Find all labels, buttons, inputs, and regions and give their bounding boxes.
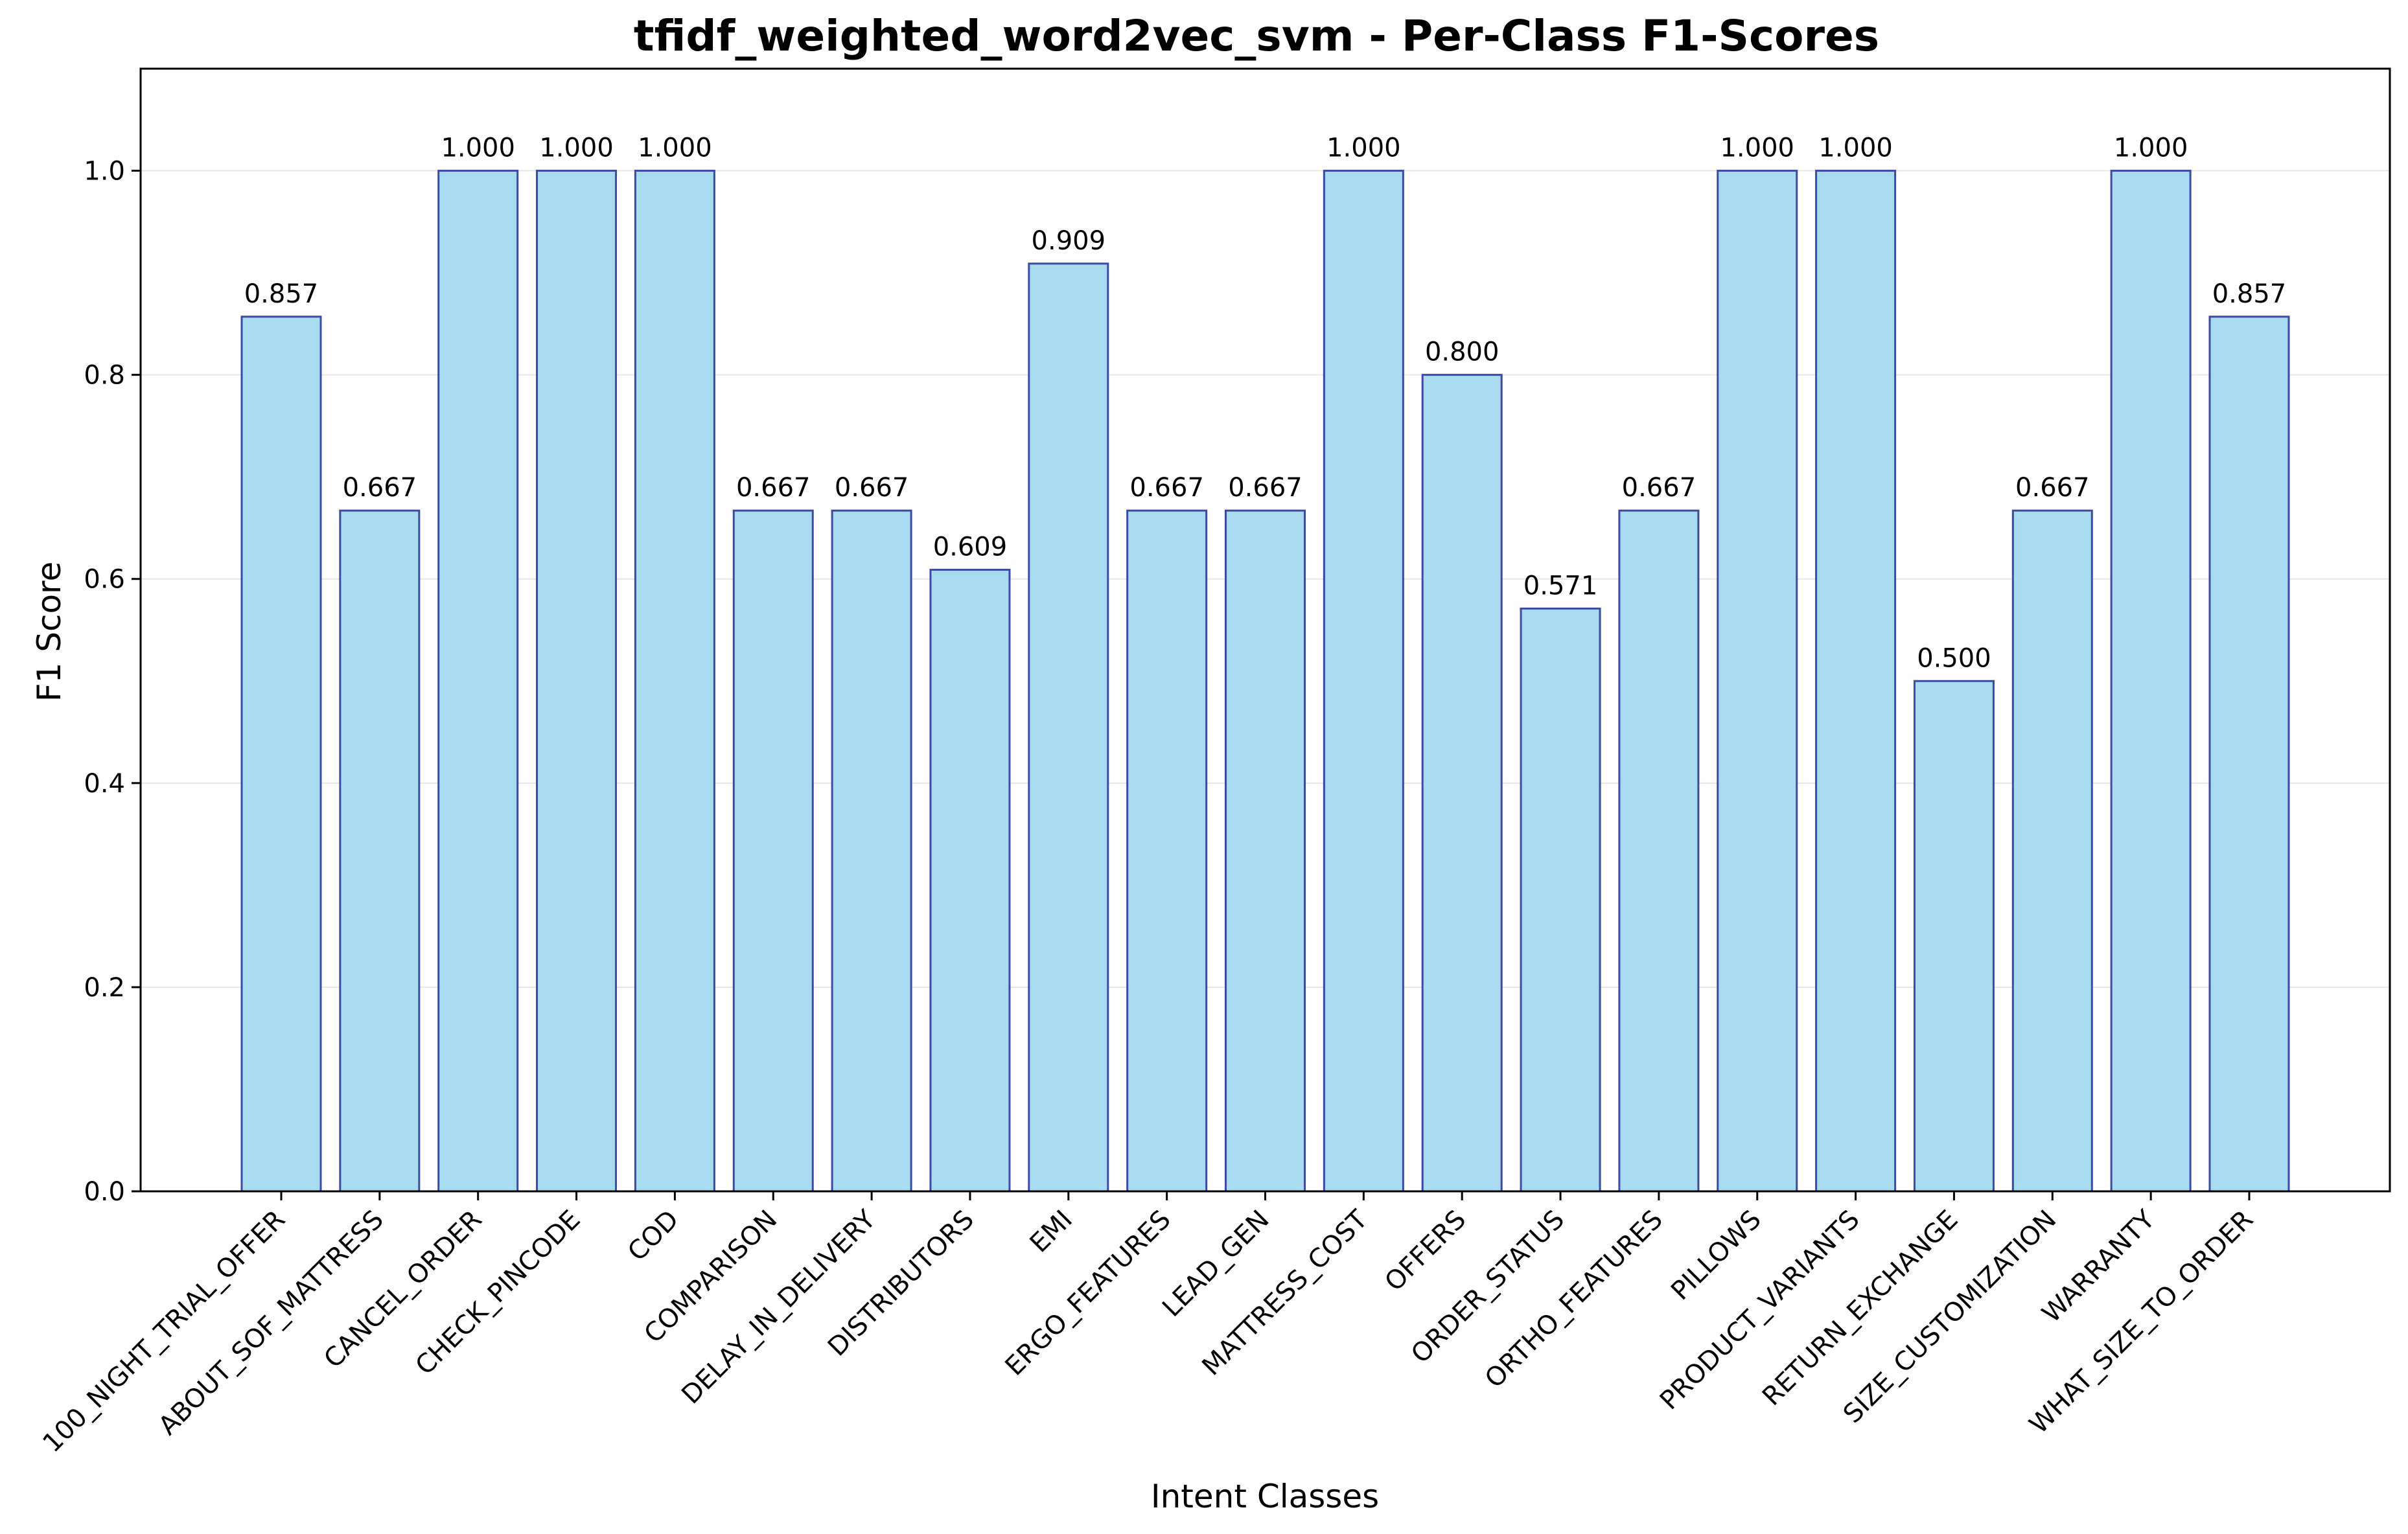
bar bbox=[1028, 262, 1109, 1193]
bar bbox=[536, 170, 618, 1193]
bar-value-label: 1.000 bbox=[1818, 133, 1893, 163]
bar bbox=[1323, 170, 1404, 1193]
bar bbox=[1815, 170, 1897, 1193]
bar bbox=[2110, 170, 2192, 1193]
bar bbox=[634, 170, 715, 1193]
bar-value-label: 1.000 bbox=[1720, 133, 1794, 163]
bar bbox=[1126, 509, 1208, 1193]
bar bbox=[1717, 170, 1798, 1193]
y-axis-label: F1 Score bbox=[30, 562, 68, 702]
plot-frame bbox=[139, 67, 2391, 1193]
y-tick-label: 0.0 bbox=[84, 1177, 125, 1207]
bar bbox=[2208, 315, 2290, 1193]
y-tick-label: 0.8 bbox=[84, 361, 125, 391]
bar-value-label: 0.800 bbox=[1425, 338, 1499, 367]
bar bbox=[1913, 680, 1995, 1193]
bar-value-label: 0.667 bbox=[2015, 473, 2090, 503]
bar bbox=[1618, 509, 1700, 1193]
bar bbox=[240, 315, 322, 1193]
x-axis-label: Intent Classes bbox=[1151, 1478, 1379, 1515]
bar bbox=[831, 509, 912, 1193]
bar-value-label: 0.667 bbox=[1228, 473, 1302, 503]
bar bbox=[732, 509, 814, 1193]
bar-value-label: 0.500 bbox=[1917, 643, 1991, 673]
bar-value-label: 1.000 bbox=[2114, 133, 2188, 163]
bar bbox=[437, 170, 519, 1193]
bar-value-label: 1.000 bbox=[539, 133, 614, 163]
bar bbox=[1520, 607, 1601, 1193]
y-tick-label: 0.4 bbox=[84, 769, 125, 799]
bar-value-label: 1.000 bbox=[638, 133, 712, 163]
bar-value-label: 1.000 bbox=[441, 133, 515, 163]
bar-value-label: 1.000 bbox=[1326, 133, 1401, 163]
bar bbox=[1421, 374, 1503, 1193]
bars bbox=[240, 170, 2290, 1193]
y-axis: 0.0 0.2 0.4 0.6 0.8 1.0 bbox=[84, 157, 141, 1207]
data-labels: 0.857 0.667 1.000 1.000 1.000 0.667 0.667 0.609… bbox=[244, 133, 2287, 674]
bar bbox=[929, 569, 1011, 1193]
chart-title: tfidf_weighted_word2vec_svm - Per-Class … bbox=[634, 11, 1879, 61]
bar-value-label: 0.667 bbox=[1622, 473, 1696, 503]
bar-value-label: 0.667 bbox=[343, 473, 417, 503]
bar-value-label: 0.909 bbox=[1032, 226, 1106, 256]
bar-value-label: 0.857 bbox=[244, 279, 319, 309]
bar bbox=[1225, 509, 1306, 1193]
bar-value-label: 0.857 bbox=[2212, 279, 2287, 309]
bar bbox=[2011, 509, 2093, 1193]
bar-value-label: 0.609 bbox=[933, 532, 1008, 562]
bar-value-label: 0.571 bbox=[1523, 571, 1598, 601]
y-tick-label: 0.6 bbox=[84, 565, 125, 595]
bar-value-label: 0.667 bbox=[1129, 473, 1204, 503]
bar bbox=[339, 509, 421, 1193]
y-tick-label: 0.2 bbox=[84, 973, 125, 1003]
bar-value-label: 0.667 bbox=[736, 473, 811, 503]
y-tick-label: 1.0 bbox=[84, 157, 125, 187]
bar-value-label: 0.667 bbox=[835, 473, 909, 503]
